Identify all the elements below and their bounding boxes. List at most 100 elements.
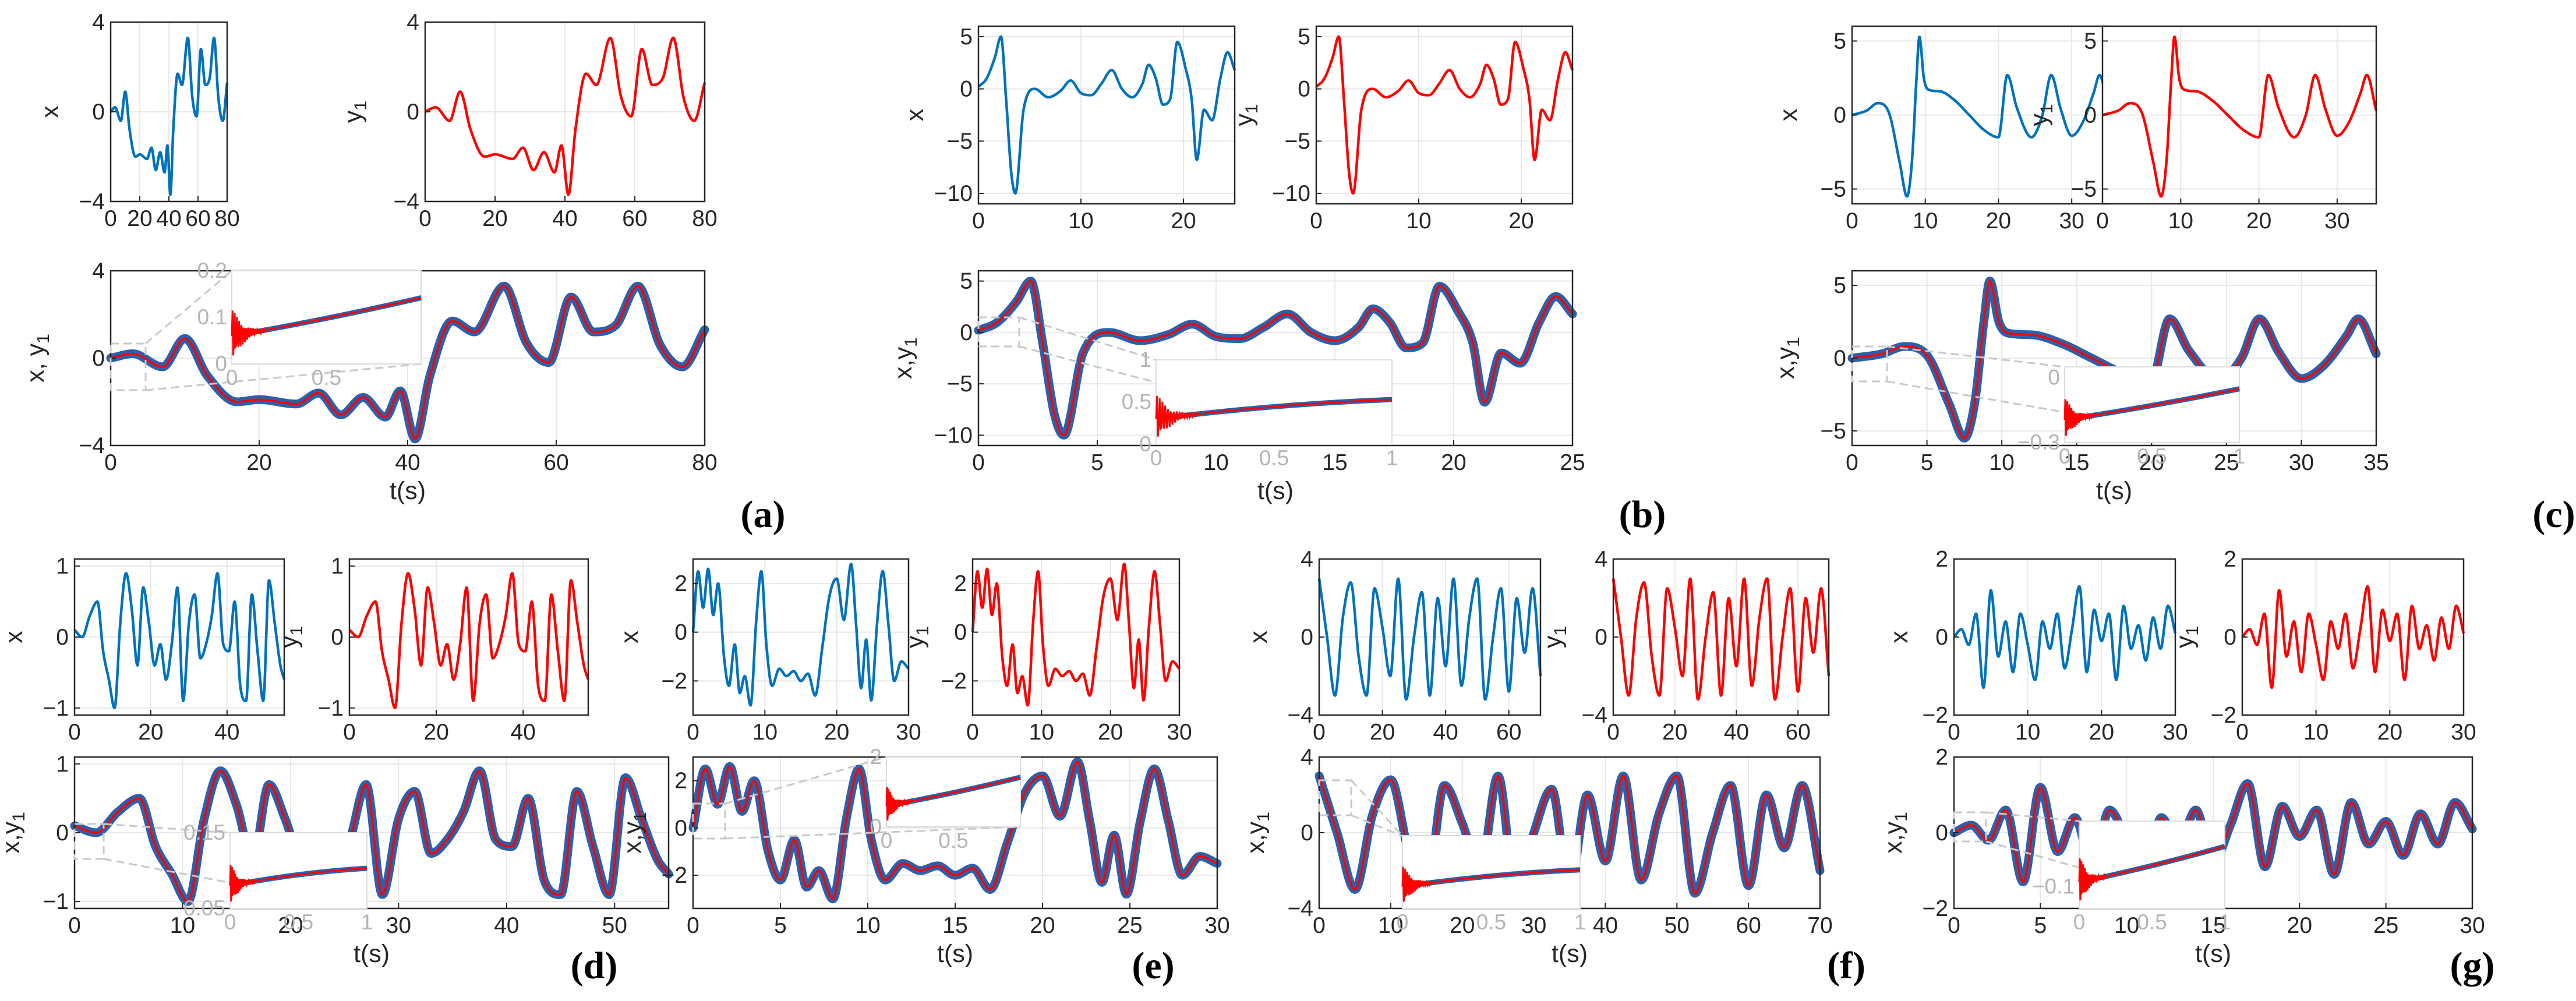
zoom-source-box xyxy=(1318,779,1352,816)
y-tick-label: −2 xyxy=(662,863,687,888)
y-axis-label: x xyxy=(36,105,64,118)
y-axis-label: x,y1 xyxy=(889,337,921,379)
x-tick-label: 40 xyxy=(494,913,519,938)
y-tick-label: −4 xyxy=(79,433,105,458)
y-axis-label: x xyxy=(1885,631,1913,643)
panel-label: (g) xyxy=(2450,945,2495,987)
inset-x-tick-label: 0.5 xyxy=(312,366,341,390)
inset-x-tick-label: 0 xyxy=(2073,910,2086,934)
series-y1-line xyxy=(2241,585,2465,689)
x-tick-label: 20 xyxy=(1098,720,1123,745)
panel-label: (c) xyxy=(2532,493,2575,536)
y-tick-label: −5 xyxy=(1285,129,1310,154)
series-x-line xyxy=(1953,585,2177,689)
x-tick-label: 20 xyxy=(2139,450,2164,475)
inset-y-tick-label: 1 xyxy=(1139,348,1151,372)
y-tick-label: −2 xyxy=(1923,896,1948,921)
inset-x-tick-label: 0 xyxy=(2059,444,2071,468)
y-tick-label: 5 xyxy=(960,24,973,49)
zoom-connector xyxy=(725,826,1021,840)
x-tick-label: 0 xyxy=(1846,450,1858,475)
inset-x-tick-label: 0.5 xyxy=(284,910,313,934)
x-tick-label: 80 xyxy=(692,450,717,475)
series-x-line xyxy=(73,572,286,709)
x-tick-label: 25 xyxy=(1560,450,1585,475)
zoom-connector xyxy=(103,823,231,834)
inset-y1-line xyxy=(231,296,422,356)
subplot-x: 0 10 20 −10 −5 0 5 x xyxy=(901,24,1236,234)
x-tick-label: 5 xyxy=(1921,450,1934,475)
inset-x-tick-label: 0.5 xyxy=(1476,910,1506,934)
x-tick-label: 20 xyxy=(138,720,163,745)
y-axis-label: x,y1 xyxy=(0,812,29,854)
axes-frame xyxy=(977,25,1236,205)
y-tick-label: 0 xyxy=(2084,103,2097,128)
x-tick-label: 20 xyxy=(1171,208,1196,234)
zoom-source-box xyxy=(977,316,1020,348)
x-tick-label: 30 xyxy=(1167,720,1192,745)
y-tick-label: 0 xyxy=(92,346,105,371)
y-tick-label: 4 xyxy=(92,259,105,284)
y-tick-label: 1 xyxy=(331,554,344,579)
inset-x-tick-label: 0.5 xyxy=(2137,910,2167,934)
x-tick-label: 10 xyxy=(855,913,880,938)
y-tick-label: 0 xyxy=(1595,625,1607,650)
inset-x-tick-label: 0 xyxy=(226,366,238,390)
zoom-source-box xyxy=(109,342,147,391)
x-tick-label: 40 xyxy=(1433,720,1458,745)
x-tick-label: 0 xyxy=(1313,913,1326,938)
inset-y1-line xyxy=(2078,846,2225,901)
y-tick-label: 0 xyxy=(954,620,967,645)
inset-x-tick-label: 0.5 xyxy=(938,829,968,853)
panel-label: (a) xyxy=(741,493,786,536)
panel-label: (e) xyxy=(1132,945,1174,987)
y-tick-label: 0 xyxy=(1935,820,1948,846)
inset-y-tick-label: 0.2 xyxy=(197,259,227,282)
zoom-source-box xyxy=(692,802,726,840)
y-tick-label: 0 xyxy=(1833,346,1846,371)
x-tick-label: 15 xyxy=(1322,450,1347,475)
inset-x-tick-label: 1 xyxy=(2219,910,2231,934)
y-tick-label: 2 xyxy=(674,769,687,794)
x-tick-label: 30 xyxy=(386,913,411,938)
x-tick-label: 15 xyxy=(942,913,967,938)
zoom-inset: 0 0.5 1−0.30 xyxy=(2017,366,2245,468)
inset-y1-line xyxy=(2063,388,2240,436)
zoom-connector xyxy=(145,270,232,345)
inset-x-tick-label: 0 xyxy=(881,829,893,853)
y-tick-label: 4 xyxy=(92,10,105,35)
y-tick-label: 5 xyxy=(1833,273,1846,298)
x-tick-label: 0 xyxy=(1607,720,1620,745)
x-tick-label: 25 xyxy=(2214,450,2239,475)
inset-x-tick-label: 1 xyxy=(1574,910,1586,934)
zoom-connector xyxy=(1985,811,2080,822)
x-tick-label: 0 xyxy=(1948,913,1960,938)
y-axis-label: x,y1 xyxy=(1242,812,1273,854)
inset-y1-line xyxy=(229,865,368,902)
inset-y1-line xyxy=(1155,395,1393,437)
x-tick-label: 30 xyxy=(2451,720,2476,745)
x-tick-label: 0 xyxy=(972,450,985,475)
x-tick-label: 0 xyxy=(687,913,699,938)
x-tick-label: 20 xyxy=(246,450,271,475)
x-tick-label: 0 xyxy=(1313,720,1326,745)
zoom-source-box xyxy=(73,823,105,860)
x-tick-label: 10 xyxy=(1989,450,2014,475)
y-tick-label: 2 xyxy=(954,571,967,596)
x-tick-label: 20 xyxy=(127,206,152,231)
y-tick-label: 5 xyxy=(2084,29,2097,54)
y-tick-label: −5 xyxy=(1821,419,1846,444)
x-tick-label: 20 xyxy=(2287,913,2312,938)
y-tick-label: 0 xyxy=(960,320,973,345)
